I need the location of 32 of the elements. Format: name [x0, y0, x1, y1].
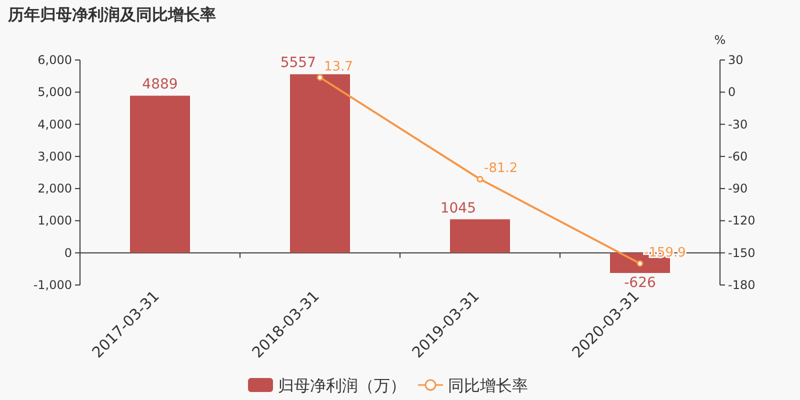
y2-tick-label: -180: [728, 278, 756, 292]
point: [316, 74, 324, 81]
y2-tick-label: -60: [728, 149, 748, 164]
y2-tick-label: -150: [728, 246, 756, 260]
legend-label: 同比增长率: [448, 376, 528, 395]
y-tick-label: 1,000: [38, 214, 72, 228]
data-label: -626: [624, 274, 656, 291]
legend-label: 归母净利润（万）: [278, 376, 406, 395]
y-tick-label: 5,000: [38, 85, 72, 100]
y2-axis-title: %: [714, 33, 726, 47]
y2-tick-label: -120: [728, 214, 756, 228]
y-tick-label: 3,000: [38, 149, 72, 164]
bar: [130, 96, 190, 253]
y-tick-label: 4,000: [38, 117, 72, 132]
y-tick-label: -1,000: [33, 278, 72, 292]
data-label: 4889: [142, 76, 178, 93]
data-label: -81.2: [484, 161, 518, 176]
point: [636, 260, 644, 267]
data-label: 5557: [280, 55, 316, 72]
bar: [450, 219, 510, 253]
y2-tick-label: -90: [728, 182, 748, 196]
y2-tick-label: 0: [728, 85, 736, 100]
y-tick-label: 2,000: [38, 182, 72, 196]
y-tick-label: 6,000: [38, 53, 72, 67]
data-label: 13.7: [324, 59, 353, 74]
chart-title: 历年归母净利润及同比增长率: [7, 5, 216, 24]
y-tick-label: 0: [64, 246, 72, 260]
y2-tick-label: 30: [728, 53, 744, 67]
y2-tick-label: -30: [728, 117, 748, 132]
point: [476, 176, 484, 182]
bar: [290, 74, 350, 253]
data-label: 1045: [440, 200, 476, 216]
